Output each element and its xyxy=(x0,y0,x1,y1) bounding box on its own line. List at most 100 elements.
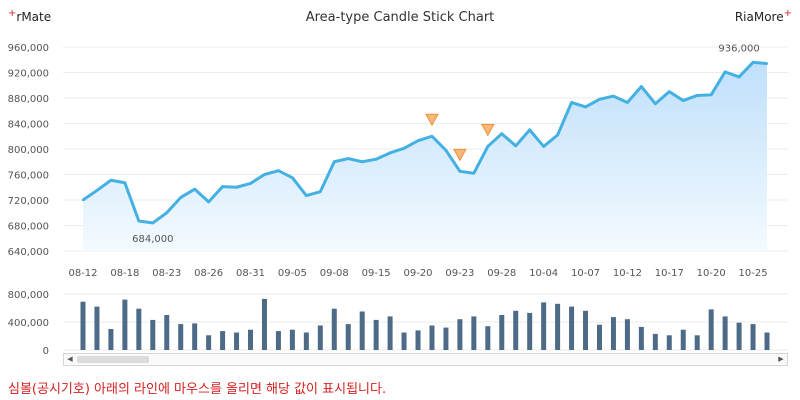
price-point xyxy=(263,173,266,176)
volume-bar xyxy=(569,306,575,350)
price-point xyxy=(277,169,280,172)
x-tick-label: 08-18 xyxy=(110,268,139,279)
scroll-thumb[interactable] xyxy=(77,356,149,363)
volume-bar xyxy=(275,331,281,350)
price-point xyxy=(416,139,420,142)
volume-bar xyxy=(136,308,142,350)
x-tick-label: 10-25 xyxy=(739,268,768,279)
logo-mark-icon: + xyxy=(783,8,792,19)
x-tick-label: 08-31 xyxy=(236,268,265,279)
volume-bar xyxy=(150,319,156,350)
volume-bar xyxy=(541,302,547,350)
x-tick-label: 09-23 xyxy=(445,268,474,279)
volume-bar xyxy=(527,312,533,350)
price-point xyxy=(570,101,573,104)
volume-bar xyxy=(234,332,240,350)
price-point xyxy=(514,144,517,148)
volume-bar xyxy=(610,317,616,350)
scroll-right-arrow-icon[interactable]: ▶ xyxy=(778,355,784,363)
price-point xyxy=(486,145,490,148)
volume-bar xyxy=(499,315,505,350)
right-brand-text: RiaMore xyxy=(734,10,784,24)
disclosure-marker-icon xyxy=(453,148,467,162)
price-area xyxy=(83,62,767,251)
y-tick-label: 720,000 xyxy=(8,196,49,207)
volume-bar xyxy=(652,333,658,350)
volume-bar xyxy=(178,324,184,350)
volume-bar xyxy=(638,326,644,350)
x-tick-label: 10-20 xyxy=(697,268,726,279)
price-point xyxy=(542,145,545,148)
price-point xyxy=(347,157,350,160)
x-tick-label: 10-12 xyxy=(613,268,642,279)
rmate-logo: +rMate xyxy=(8,8,51,24)
volume-bar xyxy=(192,323,198,350)
volume-y-tick-label: 400,000 xyxy=(8,318,49,329)
price-point xyxy=(682,99,685,102)
volume-bar xyxy=(708,309,714,350)
scroll-left-arrow-icon[interactable]: ◀ xyxy=(67,355,73,363)
volume-bar xyxy=(694,335,700,350)
volume-bar xyxy=(750,324,756,350)
price-point xyxy=(388,151,392,155)
footnote-text: 심볼(공시기호) 아래의 라인에 마우스를 올리면 해당 값이 표시됩니다. xyxy=(8,382,387,397)
price-point xyxy=(360,160,364,163)
volume-y-tick-label: 0 xyxy=(43,346,49,357)
volume-bar xyxy=(722,316,728,350)
volume-bar xyxy=(583,310,589,350)
y-tick-label: 800,000 xyxy=(8,145,49,156)
y-tick-label: 640,000 xyxy=(8,247,49,258)
price-point xyxy=(95,189,99,192)
price-point xyxy=(709,93,713,97)
volume-bar xyxy=(387,316,393,350)
price-point xyxy=(291,176,294,179)
price-point xyxy=(528,128,531,132)
disclosure-marker-icon xyxy=(480,123,495,137)
x-tick-label: 08-23 xyxy=(152,268,181,279)
volume-bar xyxy=(122,299,128,350)
price-point xyxy=(612,94,615,98)
chart-title: Area-type Candle Stick Chart xyxy=(305,10,495,25)
volume-bar xyxy=(317,325,323,350)
y-tick-label: 840,000 xyxy=(8,120,49,131)
volume-bar xyxy=(666,335,672,350)
price-point xyxy=(598,98,601,101)
x-tick-label: 10-07 xyxy=(571,268,600,279)
price-point xyxy=(109,179,113,182)
price-point xyxy=(500,132,503,135)
volume-bar xyxy=(485,326,491,350)
y-tick-label: 880,000 xyxy=(8,94,49,105)
price-point xyxy=(444,149,448,152)
horizontal-scrollbar[interactable]: ◀ ▶ xyxy=(63,353,788,366)
volume-bar xyxy=(596,324,602,350)
price-point xyxy=(654,102,657,105)
price-point xyxy=(751,61,755,64)
x-tick-label: 09-20 xyxy=(403,268,432,279)
volume-bar xyxy=(415,330,421,350)
volume-bar xyxy=(289,329,295,350)
data-annotation: 684,000 xyxy=(132,234,173,245)
price-line xyxy=(82,60,768,225)
volume-bar xyxy=(429,325,435,350)
price-point xyxy=(207,200,210,204)
data-annotation: 936,000 xyxy=(718,43,759,54)
price-point xyxy=(179,196,182,199)
price-point xyxy=(235,186,238,189)
price-point xyxy=(151,221,154,225)
price-point xyxy=(333,160,336,163)
y-tick-label: 760,000 xyxy=(8,171,49,182)
volume-bar xyxy=(345,324,351,350)
price-point xyxy=(137,219,141,223)
volume-bar xyxy=(164,315,170,350)
price-point xyxy=(319,190,322,193)
y-tick-label: 960,000 xyxy=(8,43,49,54)
volume-bar xyxy=(624,319,630,350)
price-point xyxy=(402,147,406,150)
volume-bar xyxy=(94,306,100,350)
logo-mark-icon: + xyxy=(8,8,17,19)
x-tick-label: 08-12 xyxy=(68,268,97,279)
price-point xyxy=(81,198,85,202)
volume-bar xyxy=(443,327,449,350)
price-point xyxy=(374,158,378,161)
